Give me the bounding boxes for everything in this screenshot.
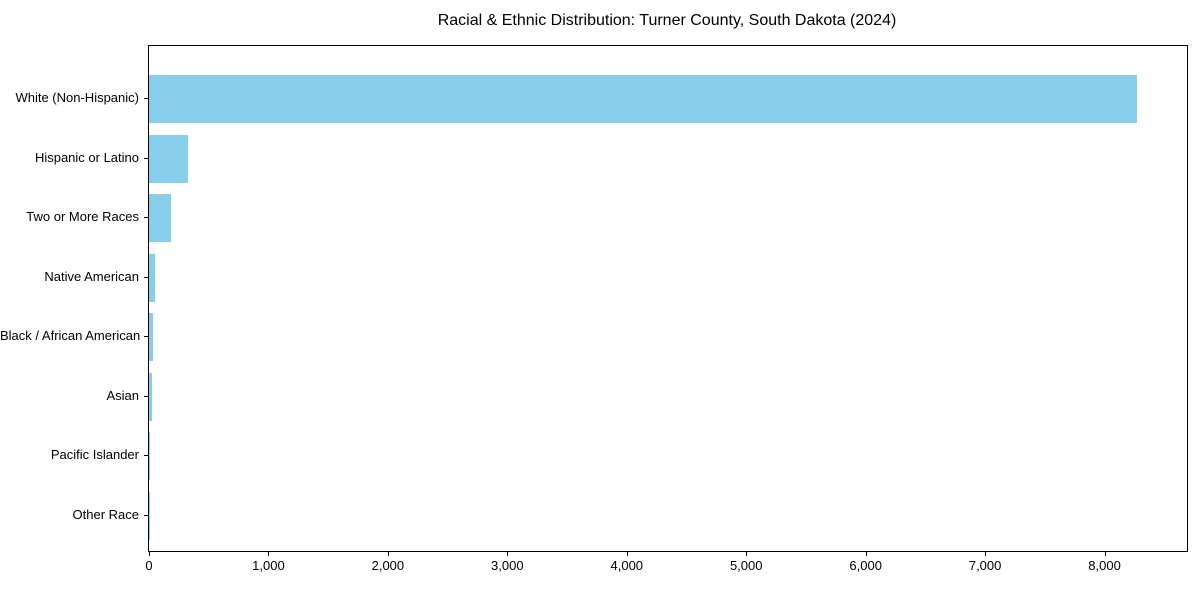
x-tick-mark: [626, 552, 628, 556]
bar: [149, 313, 154, 362]
y-tick-label: Native American: [44, 268, 139, 284]
x-tick-label: 6,000: [849, 558, 882, 573]
x-tick-label: 4,000: [610, 558, 644, 573]
bar: [149, 432, 150, 481]
x-tick-mark: [1104, 552, 1106, 556]
y-tick-label: Black / African American: [0, 328, 141, 344]
x-tick-mark: [865, 552, 867, 556]
bar: [149, 372, 152, 421]
bar: [149, 194, 172, 243]
bar: [149, 253, 155, 302]
x-tick-label: 1,000: [252, 558, 285, 573]
y-tick-label: Two or More Races: [26, 209, 139, 225]
y-tick-label: Asian: [106, 387, 139, 403]
chart-title: Racial & Ethnic Distribution: Turner Cou…: [437, 12, 897, 29]
x-tick-mark: [387, 552, 389, 556]
y-tick-label: Pacific Islander: [50, 447, 139, 463]
x-tick-label: 2,000: [371, 558, 405, 573]
x-tick-label: 8,000: [1088, 558, 1121, 573]
y-tick-mark: [144, 157, 148, 159]
x-tick-label: 7,000: [968, 558, 1002, 573]
y-tick-mark: [144, 455, 148, 457]
plot-area: [148, 45, 1188, 552]
y-tick-mark: [144, 217, 148, 219]
y-tick-label: White (Non-Hispanic): [15, 90, 139, 105]
bar: [149, 134, 189, 183]
y-tick-mark: [144, 395, 148, 397]
x-tick-label: 0: [145, 558, 153, 573]
x-tick-mark: [268, 552, 270, 556]
x-tick-mark: [507, 552, 509, 556]
x-tick-mark: [985, 552, 987, 556]
y-tick-label: Hispanic or Latino: [34, 149, 139, 165]
x-tick-label: 3,000: [491, 558, 524, 573]
x-tick-label: 5,000: [729, 558, 763, 573]
x-tick-mark: [746, 552, 748, 556]
x-tick-mark: [149, 552, 150, 556]
y-tick-mark: [144, 336, 148, 338]
y-tick-mark: [144, 514, 148, 516]
y-tick-mark: [144, 276, 148, 278]
y-tick-mark: [144, 98, 148, 99]
y-tick-label: Other Race: [72, 506, 139, 522]
bar: [149, 75, 1137, 123]
